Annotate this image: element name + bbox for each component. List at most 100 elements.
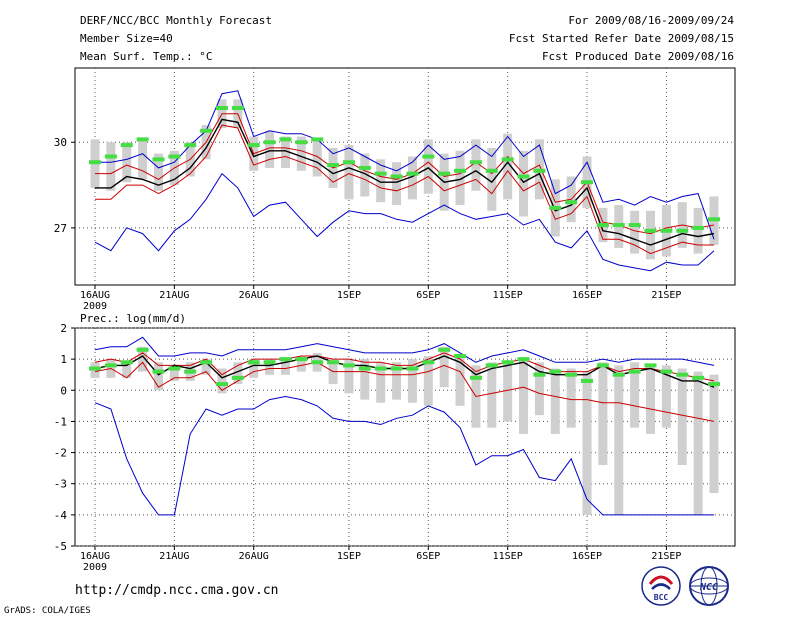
- obs-marker: [549, 205, 562, 210]
- obs-marker: [311, 137, 324, 142]
- obs-marker: [184, 369, 197, 374]
- y-tick-label: 2: [60, 322, 67, 335]
- spread-box: [407, 156, 417, 200]
- ncc-logo-text: NCC: [699, 582, 718, 593]
- spread-box: [233, 362, 243, 385]
- variable-label: Mean Surf. Temp.: °C: [80, 50, 212, 63]
- spread-box: [407, 359, 417, 403]
- obs-marker: [136, 347, 149, 352]
- forecast-period: For 2009/08/16-2009/09/24: [568, 14, 734, 27]
- x-tick-label: 1SEP: [337, 551, 361, 562]
- precipitation-panel: 16AUG 21AUG 26AUG 1SEP 6SEP 11SEP 16SEP 21SEP20…: [54, 322, 736, 573]
- spread-box: [693, 207, 703, 254]
- spread-box: [392, 162, 402, 206]
- obs-marker: [89, 160, 101, 165]
- source-url[interactable]: http://cmdp.ncc.cma.gov.cn: [75, 583, 279, 598]
- obs-marker: [263, 140, 276, 145]
- obs-marker: [342, 363, 355, 368]
- spread-box: [249, 359, 259, 378]
- obs-marker: [120, 360, 133, 365]
- spread-box: [455, 150, 465, 206]
- temperature-panel: 16AUG 21AUG 26AUG 1SEP 6SEP 11SEP 16SEP 21SEP 20…: [54, 67, 736, 312]
- obs-marker: [215, 382, 228, 387]
- spread-box: [487, 147, 497, 211]
- spread-box: [566, 368, 576, 428]
- y-tick-label: -4: [54, 509, 68, 522]
- series-line-min: [94, 395, 714, 516]
- obs-marker: [406, 171, 419, 176]
- obs-marker: [565, 200, 578, 205]
- obs-marker: [469, 160, 482, 165]
- x-tick-label: 26AUG: [239, 290, 269, 301]
- x-tick-label: 16SEP: [572, 551, 602, 562]
- series-line-max: [94, 336, 715, 366]
- obs-marker: [692, 375, 705, 380]
- obs-marker: [533, 168, 546, 173]
- obs-marker: [596, 223, 609, 228]
- obs-marker: [104, 154, 117, 159]
- spread-box: [646, 210, 656, 260]
- spread-box: [312, 139, 322, 177]
- series-line-upper: [95, 113, 715, 235]
- plot-frame: [74, 67, 736, 286]
- spread-box: [582, 371, 592, 515]
- obs-marker: [104, 363, 117, 368]
- spread-box: [646, 365, 656, 434]
- obs-marker: [628, 223, 641, 228]
- spread-box: [280, 359, 290, 375]
- obs-marker: [231, 375, 244, 380]
- series-line-lower: [94, 361, 715, 422]
- chart-title: DERF/NCC/BCC Monthly Forecast: [80, 14, 272, 27]
- x-tick-label: 1SEP: [337, 290, 361, 301]
- start-ref-date: Fcst Started Refer Date 2009/08/15: [509, 32, 734, 45]
- x-tick-label: 21SEP: [651, 551, 681, 562]
- spread-box: [153, 362, 163, 391]
- obs-marker: [295, 357, 308, 362]
- spread-box: [265, 359, 275, 375]
- precip-panel-title: Prec.: log(mm/d): [80, 312, 186, 325]
- obs-marker: [708, 217, 720, 222]
- obs-marker: [390, 174, 403, 179]
- x-year-label: 2009: [83, 301, 107, 312]
- obs-marker: [565, 372, 578, 377]
- obs-marker: [311, 360, 324, 365]
- x-tick-label: 11SEP: [493, 551, 523, 562]
- obs-marker: [644, 363, 657, 368]
- obs-marker: [517, 174, 530, 179]
- grads-credit: GrADS: COLA/IGES: [4, 606, 91, 616]
- x-tick-label: 16SEP: [572, 290, 602, 301]
- obs-marker: [327, 163, 340, 168]
- obs-marker: [247, 143, 260, 148]
- obs-marker: [231, 105, 244, 110]
- spread-box: [693, 371, 703, 515]
- obs-marker: [279, 357, 292, 362]
- obs-marker: [454, 168, 467, 173]
- obs-marker: [581, 180, 594, 185]
- spread-box: [503, 362, 513, 422]
- spread-box: [296, 356, 306, 372]
- obs-marker: [374, 366, 387, 371]
- spread-box: [455, 356, 465, 406]
- plot-frame: [74, 327, 736, 547]
- x-tick-label: 21AUG: [159, 551, 189, 562]
- spread-box: [677, 368, 687, 466]
- spread-box: [534, 362, 544, 416]
- x-tick-label: 16AUG: [80, 551, 110, 562]
- obs-marker: [152, 369, 165, 374]
- spread-box: [439, 346, 449, 388]
- obs-marker: [660, 228, 673, 233]
- spread-box: [392, 362, 402, 400]
- obs-marker: [676, 372, 689, 377]
- obs-marker: [708, 382, 720, 387]
- obs-marker: [596, 363, 609, 368]
- spread-box: [360, 153, 370, 197]
- obs-marker: [422, 360, 435, 365]
- y-tick-label: 1: [60, 353, 67, 366]
- series-line-upper: [94, 352, 715, 382]
- obs-marker: [200, 360, 213, 365]
- y-tick-label: -3: [54, 478, 67, 491]
- obs-marker: [168, 366, 181, 371]
- series-line-max: [95, 90, 715, 240]
- obs-marker: [454, 354, 467, 359]
